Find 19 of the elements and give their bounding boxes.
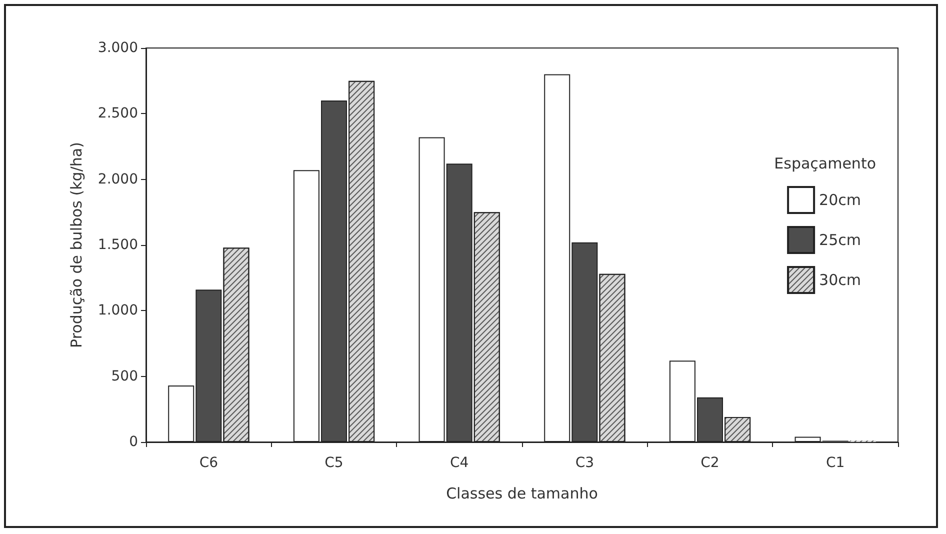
legend-title: Espaçamento xyxy=(774,154,876,172)
y-tick-label: 0 xyxy=(129,434,138,450)
y-tick-label: 1.000 xyxy=(98,302,138,319)
y-tick-label: 2.000 xyxy=(98,171,138,188)
y-tick-label: 1.500 xyxy=(98,237,138,253)
legend-label: 20cm xyxy=(819,191,862,209)
y-tick-label: 2.500 xyxy=(98,106,138,122)
x-tick-label: C5 xyxy=(324,455,344,471)
legend-label: 30cm xyxy=(819,271,862,289)
x-tick-label: C3 xyxy=(575,455,594,471)
y-axis-title: Produção de bulbos (kg/ha) xyxy=(68,142,86,348)
x-tick-label: C1 xyxy=(826,455,845,471)
x-tick-label: C4 xyxy=(450,455,469,471)
legend-label: 25cm xyxy=(819,231,862,249)
y-tick-label: 3.000 xyxy=(98,40,138,56)
x-tick-label: C6 xyxy=(199,455,218,471)
x-axis-title: Classes de tamanho xyxy=(446,484,598,502)
y-tick-label: 500 xyxy=(111,368,138,384)
x-tick-label: C2 xyxy=(700,455,720,471)
